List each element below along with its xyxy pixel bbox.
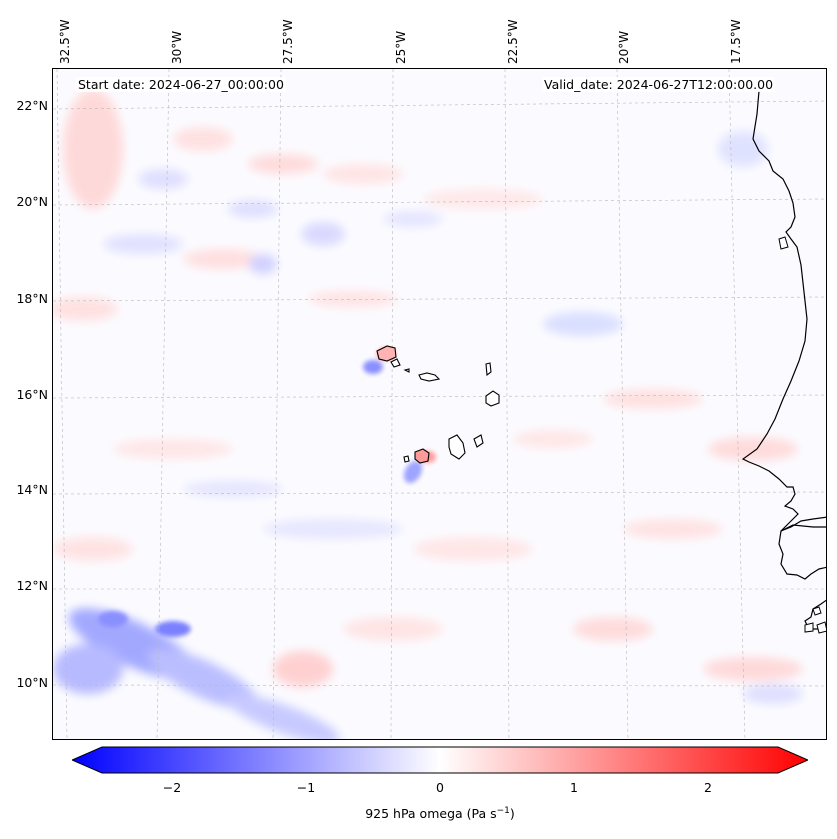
sao-vicente: [390, 358, 401, 368]
lat-tick-20n: 20°N: [16, 194, 48, 209]
valid-date-label: Valid_date: 2024-06-27T12:00:00.00: [542, 77, 776, 92]
guinea-coast: [804, 599, 826, 630]
colorbar-label: 925 hPa omega (Pa s−1): [365, 806, 515, 822]
omega-shading: [53, 89, 803, 739]
lon-tick-17-5w: 17.5°W: [729, 19, 743, 64]
lon-tick-20w: 20°W: [617, 30, 631, 64]
lat-tick-16n: 16°N: [16, 387, 48, 402]
sal: [485, 362, 492, 377]
cb-tick-0: 0: [436, 780, 444, 795]
lat-tick-12n: 12°N: [16, 578, 48, 593]
sao-nicolau: [418, 372, 441, 382]
lon-tick-30w: 30°W: [170, 30, 184, 64]
start-date-label: Start date: 2024-06-27_00:00:00: [76, 77, 286, 92]
africa-coastline-south: [778, 524, 826, 580]
santo-antao: [376, 345, 397, 362]
lon-tick-27-5w: 27.5°W: [281, 19, 295, 64]
bijagos-islands: [804, 606, 826, 634]
colorbar-body: [72, 746, 808, 774]
cb-tick-neg2: −2: [162, 780, 182, 795]
lat-tick-10n: 10°N: [16, 675, 48, 690]
cb-tick-1: 1: [570, 780, 578, 795]
santiago: [448, 434, 466, 460]
maio: [473, 434, 484, 448]
brava: [403, 455, 410, 463]
lon-tick-22-5w: 22.5°W: [506, 19, 520, 64]
omega-colorbar: [72, 746, 808, 774]
fogo: [414, 448, 430, 464]
boa-vista: [485, 390, 500, 407]
africa-coastline: [741, 90, 826, 532]
omega-field-map: [53, 69, 826, 739]
santa-luzia: [403, 368, 410, 373]
cb-tick-2: 2: [704, 780, 712, 795]
map-panel: [52, 68, 827, 740]
lon-tick-32-5w: 32.5°W: [58, 19, 72, 64]
lat-tick-18n: 18°N: [16, 291, 48, 306]
lon-tick-25w: 25°W: [394, 30, 408, 64]
cb-tick-neg1: −1: [296, 780, 316, 795]
lat-tick-14n: 14°N: [16, 482, 48, 497]
graticule: [53, 69, 826, 739]
lat-tick-22n: 22°N: [16, 98, 48, 113]
cape-verde-islands: [376, 345, 500, 464]
